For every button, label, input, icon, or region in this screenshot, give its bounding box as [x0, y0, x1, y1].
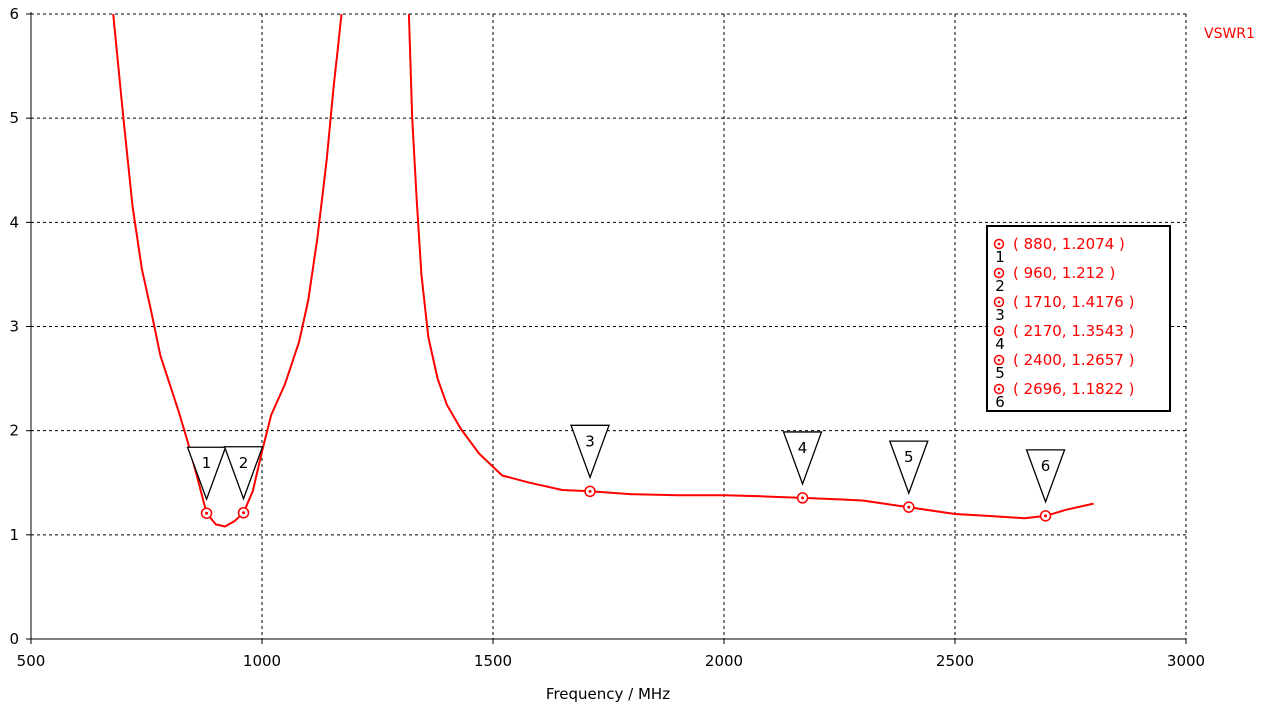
marker-table-number: 2	[995, 277, 1005, 295]
marker-table-row: 5 ( 2400, 1.2657 )	[993, 351, 1134, 382]
x-axis-title: Frequency / MHz	[546, 685, 670, 703]
marker-table-row: 6 ( 2696, 1.1822 )	[993, 380, 1134, 411]
x-tick-label: 500	[17, 652, 46, 670]
y-tick-label: 4	[9, 213, 19, 231]
x-tick-label: 1000	[243, 652, 281, 670]
marker-table-number: 1	[995, 248, 1005, 266]
marker-3: 3	[570, 424, 610, 498]
marker-5: 5	[888, 440, 929, 513]
marker-table-icon-center	[997, 271, 1001, 275]
marker-number: 6	[1041, 457, 1051, 475]
marker-table-value: ( 2400, 1.2657 )	[1013, 351, 1134, 369]
marker-table-icon-center	[997, 387, 1001, 391]
marker-point-center	[1044, 514, 1048, 518]
x-tick-label: 2000	[705, 652, 743, 670]
marker-table-row: 1 ( 880, 1.2074 )	[993, 235, 1125, 266]
y-tick-label: 0	[9, 630, 19, 648]
marker-number: 2	[239, 454, 249, 472]
marker-flag	[186, 446, 227, 502]
marker-table-row: 3 ( 1710, 1.4176 )	[993, 293, 1134, 324]
marker-table-icon-center	[997, 242, 1001, 246]
marker-point-center	[907, 505, 911, 509]
marker-number: 1	[202, 454, 212, 472]
marker-table-icon-center	[997, 329, 1001, 333]
marker-point-center	[801, 496, 805, 500]
marker-table-icon-center	[997, 300, 1001, 304]
marker-number: 4	[798, 439, 808, 457]
marker-4: 4	[782, 431, 823, 504]
marker-table-number: 6	[995, 393, 1005, 411]
marker-table-value: ( 2696, 1.1822 )	[1013, 380, 1134, 398]
marker-point-center	[242, 511, 246, 515]
series-line-segment	[407, 13, 1094, 520]
marker-flags: 1 2 3 4 5 6	[186, 424, 1066, 522]
marker-table-value: ( 2170, 1.3543 )	[1013, 322, 1134, 340]
marker-flag	[570, 424, 610, 480]
y-tick-label: 6	[9, 5, 19, 23]
marker-table-number: 4	[995, 335, 1005, 353]
marker-table-value: ( 960, 1.212 )	[1013, 264, 1115, 282]
marker-number: 5	[904, 448, 914, 466]
marker-table-number: 3	[995, 306, 1005, 324]
marker-1: 1	[186, 446, 227, 519]
legend-series-name: VSWR1	[1204, 26, 1255, 42]
marker-table-box	[986, 225, 1171, 412]
y-tick-label: 1	[9, 526, 19, 544]
x-tick-label: 2500	[936, 652, 974, 670]
marker-6: 6	[1025, 449, 1066, 522]
marker-point-center	[588, 489, 592, 493]
x-tick-label: 3000	[1167, 652, 1205, 670]
y-tick-label: 2	[9, 422, 19, 440]
marker-flag	[888, 440, 929, 496]
x-tick-label: 1500	[474, 652, 512, 670]
marker-table-row: 2 ( 960, 1.212 )	[993, 264, 1115, 295]
marker-number: 3	[585, 432, 595, 450]
marker-table-value: ( 1710, 1.4176 )	[1013, 293, 1134, 311]
marker-flag	[1025, 449, 1066, 504]
y-tick-label: 5	[9, 109, 19, 127]
marker-flag	[223, 446, 264, 501]
y-tick-labels: 0 1 2 3 4 5 6	[9, 5, 31, 648]
marker-table-value: ( 880, 1.2074 )	[1013, 235, 1125, 253]
marker-table-icon-center	[997, 358, 1001, 362]
marker-table-row: 4 ( 2170, 1.3543 )	[993, 322, 1134, 353]
marker-flag	[782, 431, 823, 486]
marker-2: 2	[223, 446, 264, 519]
x-tick-labels: 500 1000 1500 2000 2500 3000	[17, 639, 1205, 670]
series-line-segment	[112, 13, 343, 528]
marker-point-center	[205, 511, 209, 515]
y-tick-label: 3	[9, 318, 19, 336]
series-vswr1	[112, 13, 1094, 528]
marker-table: 1 ( 880, 1.2074 ) 2 ( 960, 1.212 ) 3 ( 1710, …	[986, 225, 1171, 412]
marker-table-number: 5	[995, 364, 1005, 382]
